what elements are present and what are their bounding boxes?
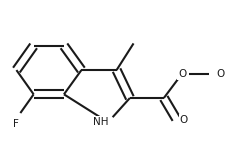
Text: F: F: [14, 119, 19, 129]
Text: NH: NH: [93, 117, 108, 127]
Text: O: O: [216, 69, 224, 79]
Text: O: O: [180, 115, 188, 125]
Text: O: O: [178, 69, 186, 79]
